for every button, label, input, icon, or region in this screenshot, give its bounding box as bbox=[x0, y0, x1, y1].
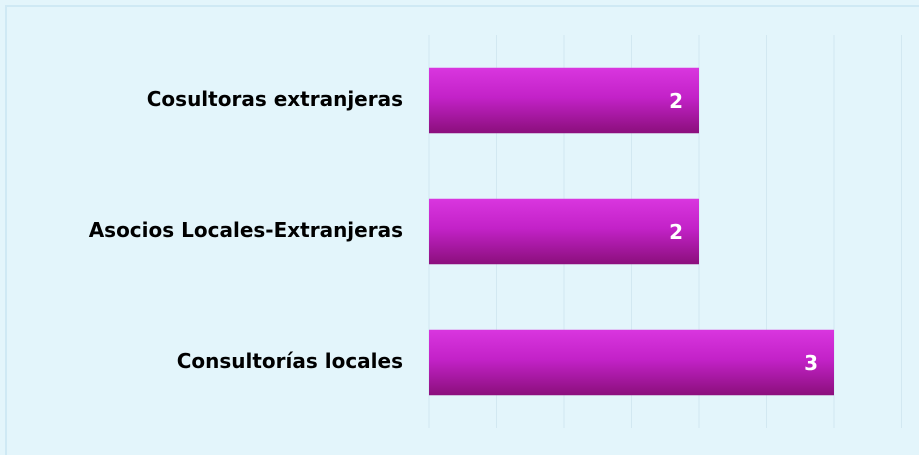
y-tick-label: Consultorías locales bbox=[177, 349, 403, 373]
data-label: 2 bbox=[669, 89, 683, 113]
bar bbox=[429, 329, 834, 396]
data-label: 3 bbox=[804, 351, 818, 375]
data-label: 2 bbox=[669, 220, 683, 244]
bar bbox=[429, 198, 699, 265]
y-tick-label: Asocios Locales-Extranjeras bbox=[89, 218, 403, 242]
bar bbox=[429, 67, 699, 134]
y-tick-label: Cosultoras extranjeras bbox=[147, 87, 403, 111]
